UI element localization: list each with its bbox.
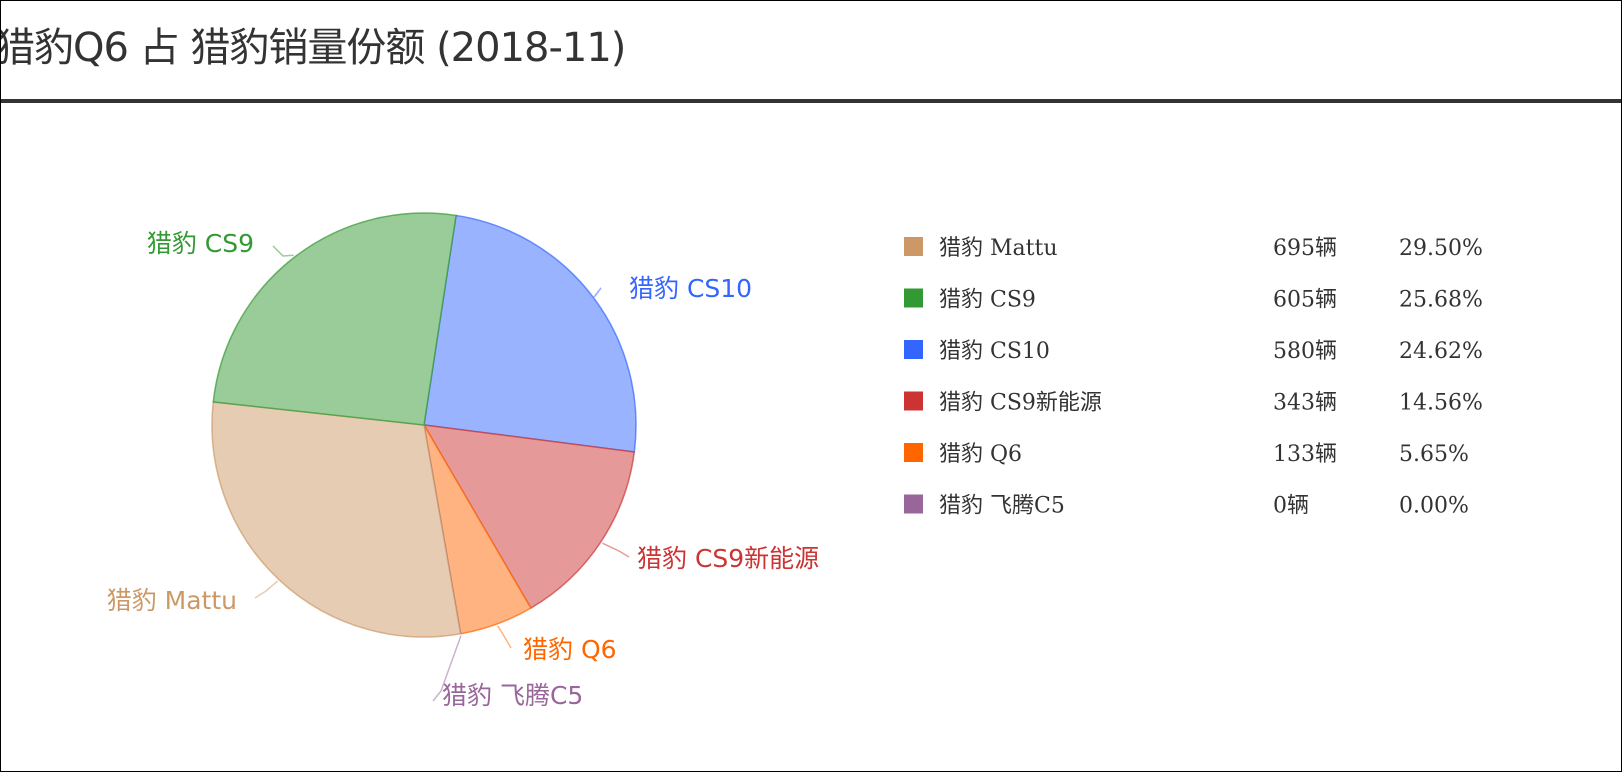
legend-value: 133辆 <box>1273 442 1337 467</box>
pie-slice[interactable] <box>211 401 462 638</box>
legend-value: 695辆 <box>1273 236 1337 261</box>
legend-name: 猎豹 CS10 <box>939 339 1050 364</box>
label-clip <box>849 531 909 581</box>
legend-item[interactable]: 猎豹 CS10 580辆 24.62% <box>904 339 1483 364</box>
legend-percent: 5.65% <box>1399 442 1469 467</box>
legend-item[interactable]: 猎豹 CS9 605辆 25.68% <box>904 288 1483 313</box>
legend-percent: 25.68% <box>1399 288 1483 313</box>
legend-name: 猎豹 CS9 <box>939 288 1036 313</box>
page-title: 猎豹Q6 占 猎豹销量份额 (2018-11) <box>0 25 626 71</box>
legend-swatch <box>904 494 923 514</box>
pie-slice[interactable] <box>423 214 637 453</box>
leader-line <box>254 580 279 599</box>
legend-value: 343辆 <box>1273 391 1337 416</box>
legend-percent: 24.62% <box>1399 339 1483 364</box>
leader-line <box>593 287 602 298</box>
pie-slice[interactable] <box>212 212 457 426</box>
legend-value: 0辆 <box>1273 494 1309 519</box>
legend-name: 猎豹 CS9新能源 <box>939 391 1102 416</box>
leader-line <box>272 245 294 257</box>
title-divider <box>1 99 1621 103</box>
legend-percent: 0.00% <box>1399 494 1469 519</box>
legend-item[interactable]: 猎豹 飞腾C5 0辆 0.00% <box>904 494 1469 519</box>
slice-label: 猎豹 CS9 <box>147 229 254 258</box>
leader-line <box>432 635 462 702</box>
pie-slice[interactable] <box>422 424 636 610</box>
legend-item[interactable]: 猎豹 Q6 133辆 5.65% <box>904 442 1469 467</box>
slice-label: 猎豹 CS9新能源 <box>637 544 819 573</box>
slice-label: 猎豹 Q6 <box>523 635 617 664</box>
legend-value: 580辆 <box>1273 339 1337 364</box>
legend-swatch <box>904 288 923 308</box>
slice-label: 猎豹 Mattu <box>107 586 237 615</box>
slice-label: 猎豹 CS10 <box>629 274 752 303</box>
leader-line <box>602 542 630 558</box>
legend-value: 605辆 <box>1273 288 1337 313</box>
legend-percent: 14.56% <box>1399 391 1483 416</box>
legend-swatch <box>904 391 923 411</box>
slice-label: 猎豹 飞腾C5 <box>442 681 583 710</box>
legend-swatch <box>904 443 923 462</box>
leader-line <box>496 625 512 649</box>
legend-name: 猎豹 Q6 <box>939 442 1022 467</box>
legend-name: 猎豹 Mattu <box>939 236 1058 261</box>
legend-item[interactable]: 猎豹 Mattu 695辆 29.50% <box>904 236 1483 261</box>
legend-percent: 29.50% <box>1399 236 1483 261</box>
legend-name: 猎豹 飞腾C5 <box>939 494 1065 519</box>
legend-swatch <box>904 340 923 359</box>
legend-item[interactable]: 猎豹 CS9新能源 343辆 14.56% <box>904 391 1483 416</box>
legend-swatch <box>904 237 923 256</box>
